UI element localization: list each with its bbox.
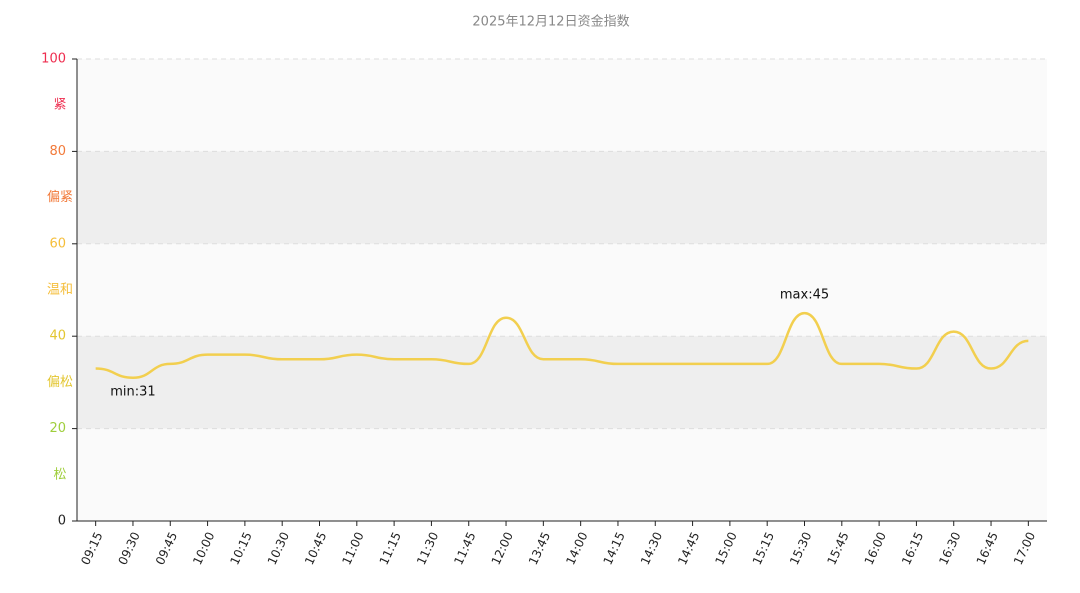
band-label: 松 (53, 467, 66, 482)
chart-title: 2025年12月12日资金指数 (472, 14, 629, 30)
x-tick-label: 14:00 (563, 530, 590, 567)
x-tick-label: 14:30 (638, 530, 665, 567)
series-line (95, 311, 1029, 380)
x-tick-label: 14:15 (601, 530, 628, 567)
y-tick-label: 20 (49, 421, 66, 436)
y-tick-label: 0 (58, 514, 66, 529)
x-tick-label: 15:45 (824, 530, 851, 567)
x-tick-label: 10:15 (227, 530, 254, 567)
x-tick-label: 13:45 (526, 530, 553, 567)
x-tick-label: 09:45 (153, 530, 180, 567)
value-label: min:31 (110, 384, 155, 399)
band (77, 59, 1047, 152)
band (77, 243, 1047, 337)
x-tick-label: 16:45 (974, 530, 1001, 567)
x-tick-label: 12:00 (489, 530, 516, 567)
y-tick-label: 60 (49, 236, 66, 251)
x-tick-label: 09:30 (116, 530, 143, 567)
band (77, 336, 1047, 429)
band-label: 偏松 (47, 375, 73, 390)
x-tick-label: 10:45 (302, 530, 329, 567)
x-tick-label: 16:30 (936, 530, 963, 567)
x-tick-label: 11:00 (339, 530, 366, 567)
band-label: 温和 (47, 283, 73, 298)
band-label: 偏紧 (47, 190, 73, 205)
x-tick-label: 17:00 (1011, 530, 1038, 567)
x-tick-label: 16:15 (899, 530, 926, 567)
x-tick-label: 11:30 (414, 530, 441, 567)
x-tick-label: 16:00 (862, 530, 889, 567)
y-tick-label: 40 (49, 329, 66, 344)
y-tick-label: 100 (41, 52, 66, 67)
band-label: 紧 (53, 98, 66, 113)
band (77, 428, 1047, 521)
band (77, 151, 1047, 244)
x-tick-label: 15:30 (787, 530, 814, 567)
x-tick-label: 10:00 (190, 530, 217, 567)
x-tick-label: 14:45 (675, 530, 702, 567)
x-tick-label: 10:30 (265, 530, 292, 567)
y-tick-label: 80 (49, 144, 66, 159)
x-tick-label: 15:15 (750, 530, 777, 567)
value-label: max:45 (780, 288, 829, 303)
x-tick-label: 11:45 (451, 530, 478, 567)
x-tick-label: 09:15 (78, 530, 105, 567)
x-tick-label: 15:00 (712, 530, 739, 567)
x-tick-label: 11:15 (377, 530, 404, 567)
